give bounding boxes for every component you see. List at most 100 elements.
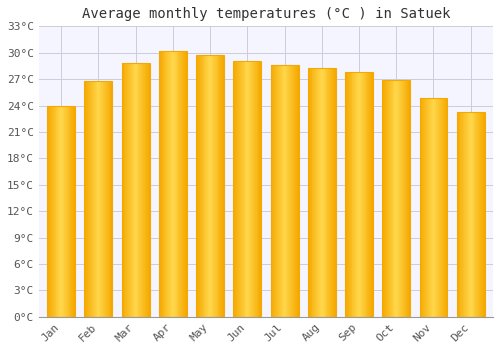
Bar bbox=[360, 72, 361, 317]
Bar bbox=[65, 105, 66, 317]
Bar bbox=[434, 98, 436, 317]
Bar bbox=[70, 105, 72, 317]
Bar bbox=[169, 51, 170, 317]
Bar bbox=[174, 51, 176, 317]
Bar bbox=[281, 65, 282, 317]
Bar bbox=[443, 98, 444, 317]
Bar bbox=[406, 80, 408, 317]
Bar bbox=[370, 72, 371, 317]
Bar bbox=[220, 55, 222, 317]
Bar bbox=[210, 55, 211, 317]
Bar bbox=[147, 63, 148, 317]
Bar bbox=[289, 65, 290, 317]
Bar bbox=[105, 81, 106, 317]
Bar bbox=[444, 98, 446, 317]
Bar bbox=[185, 51, 186, 317]
Bar bbox=[397, 80, 398, 317]
Bar bbox=[134, 63, 136, 317]
Bar bbox=[438, 98, 439, 317]
Bar bbox=[275, 65, 276, 317]
Bar bbox=[479, 112, 480, 317]
Bar bbox=[208, 55, 209, 317]
Bar bbox=[74, 105, 75, 317]
Bar bbox=[392, 80, 394, 317]
Bar bbox=[50, 105, 51, 317]
Bar bbox=[96, 81, 98, 317]
Bar bbox=[246, 62, 248, 317]
Bar bbox=[102, 81, 103, 317]
Bar bbox=[430, 98, 432, 317]
Bar bbox=[322, 68, 324, 317]
Bar bbox=[88, 81, 89, 317]
Bar bbox=[359, 72, 360, 317]
Bar bbox=[58, 105, 59, 317]
Bar bbox=[166, 51, 168, 317]
Bar bbox=[292, 65, 293, 317]
Bar bbox=[159, 51, 160, 317]
Bar bbox=[86, 81, 87, 317]
Bar bbox=[290, 65, 291, 317]
Bar bbox=[404, 80, 406, 317]
Bar bbox=[442, 98, 443, 317]
Bar bbox=[439, 98, 440, 317]
Bar bbox=[200, 55, 201, 317]
Bar bbox=[425, 98, 426, 317]
Bar bbox=[276, 65, 277, 317]
Bar bbox=[398, 80, 399, 317]
Bar bbox=[270, 65, 298, 317]
Bar bbox=[426, 98, 427, 317]
Bar bbox=[89, 81, 90, 317]
Bar bbox=[314, 68, 316, 317]
Bar bbox=[128, 63, 129, 317]
Bar bbox=[213, 55, 214, 317]
Bar bbox=[127, 63, 128, 317]
Bar bbox=[131, 63, 132, 317]
Bar bbox=[122, 63, 124, 317]
Bar bbox=[251, 62, 252, 317]
Bar bbox=[446, 98, 448, 317]
Bar bbox=[464, 112, 465, 317]
Bar bbox=[197, 55, 198, 317]
Bar bbox=[420, 98, 422, 317]
Bar bbox=[91, 81, 92, 317]
Bar bbox=[371, 72, 372, 317]
Bar bbox=[214, 55, 216, 317]
Bar bbox=[333, 68, 334, 317]
Bar bbox=[238, 62, 239, 317]
Bar bbox=[242, 62, 244, 317]
Bar bbox=[234, 62, 235, 317]
Bar bbox=[345, 72, 346, 317]
Bar bbox=[288, 65, 289, 317]
Bar bbox=[310, 68, 312, 317]
Bar bbox=[162, 51, 164, 317]
Bar bbox=[93, 81, 94, 317]
Bar bbox=[399, 80, 400, 317]
Bar bbox=[478, 112, 479, 317]
Bar bbox=[49, 105, 50, 317]
Bar bbox=[180, 51, 181, 317]
Bar bbox=[382, 80, 383, 317]
Bar bbox=[53, 105, 54, 317]
Bar bbox=[324, 68, 326, 317]
Bar bbox=[181, 51, 182, 317]
Bar bbox=[466, 112, 467, 317]
Bar bbox=[136, 63, 138, 317]
Bar bbox=[253, 62, 254, 317]
Bar bbox=[457, 112, 484, 317]
Bar bbox=[308, 68, 310, 317]
Bar bbox=[389, 80, 390, 317]
Bar bbox=[403, 80, 404, 317]
Bar bbox=[206, 55, 208, 317]
Bar bbox=[64, 105, 65, 317]
Bar bbox=[348, 72, 349, 317]
Bar bbox=[366, 72, 368, 317]
Bar bbox=[458, 112, 460, 317]
Bar bbox=[317, 68, 318, 317]
Bar bbox=[239, 62, 240, 317]
Bar bbox=[122, 63, 150, 317]
Bar bbox=[201, 55, 202, 317]
Bar bbox=[408, 80, 410, 317]
Bar bbox=[368, 72, 370, 317]
Bar bbox=[472, 112, 474, 317]
Bar bbox=[476, 112, 477, 317]
